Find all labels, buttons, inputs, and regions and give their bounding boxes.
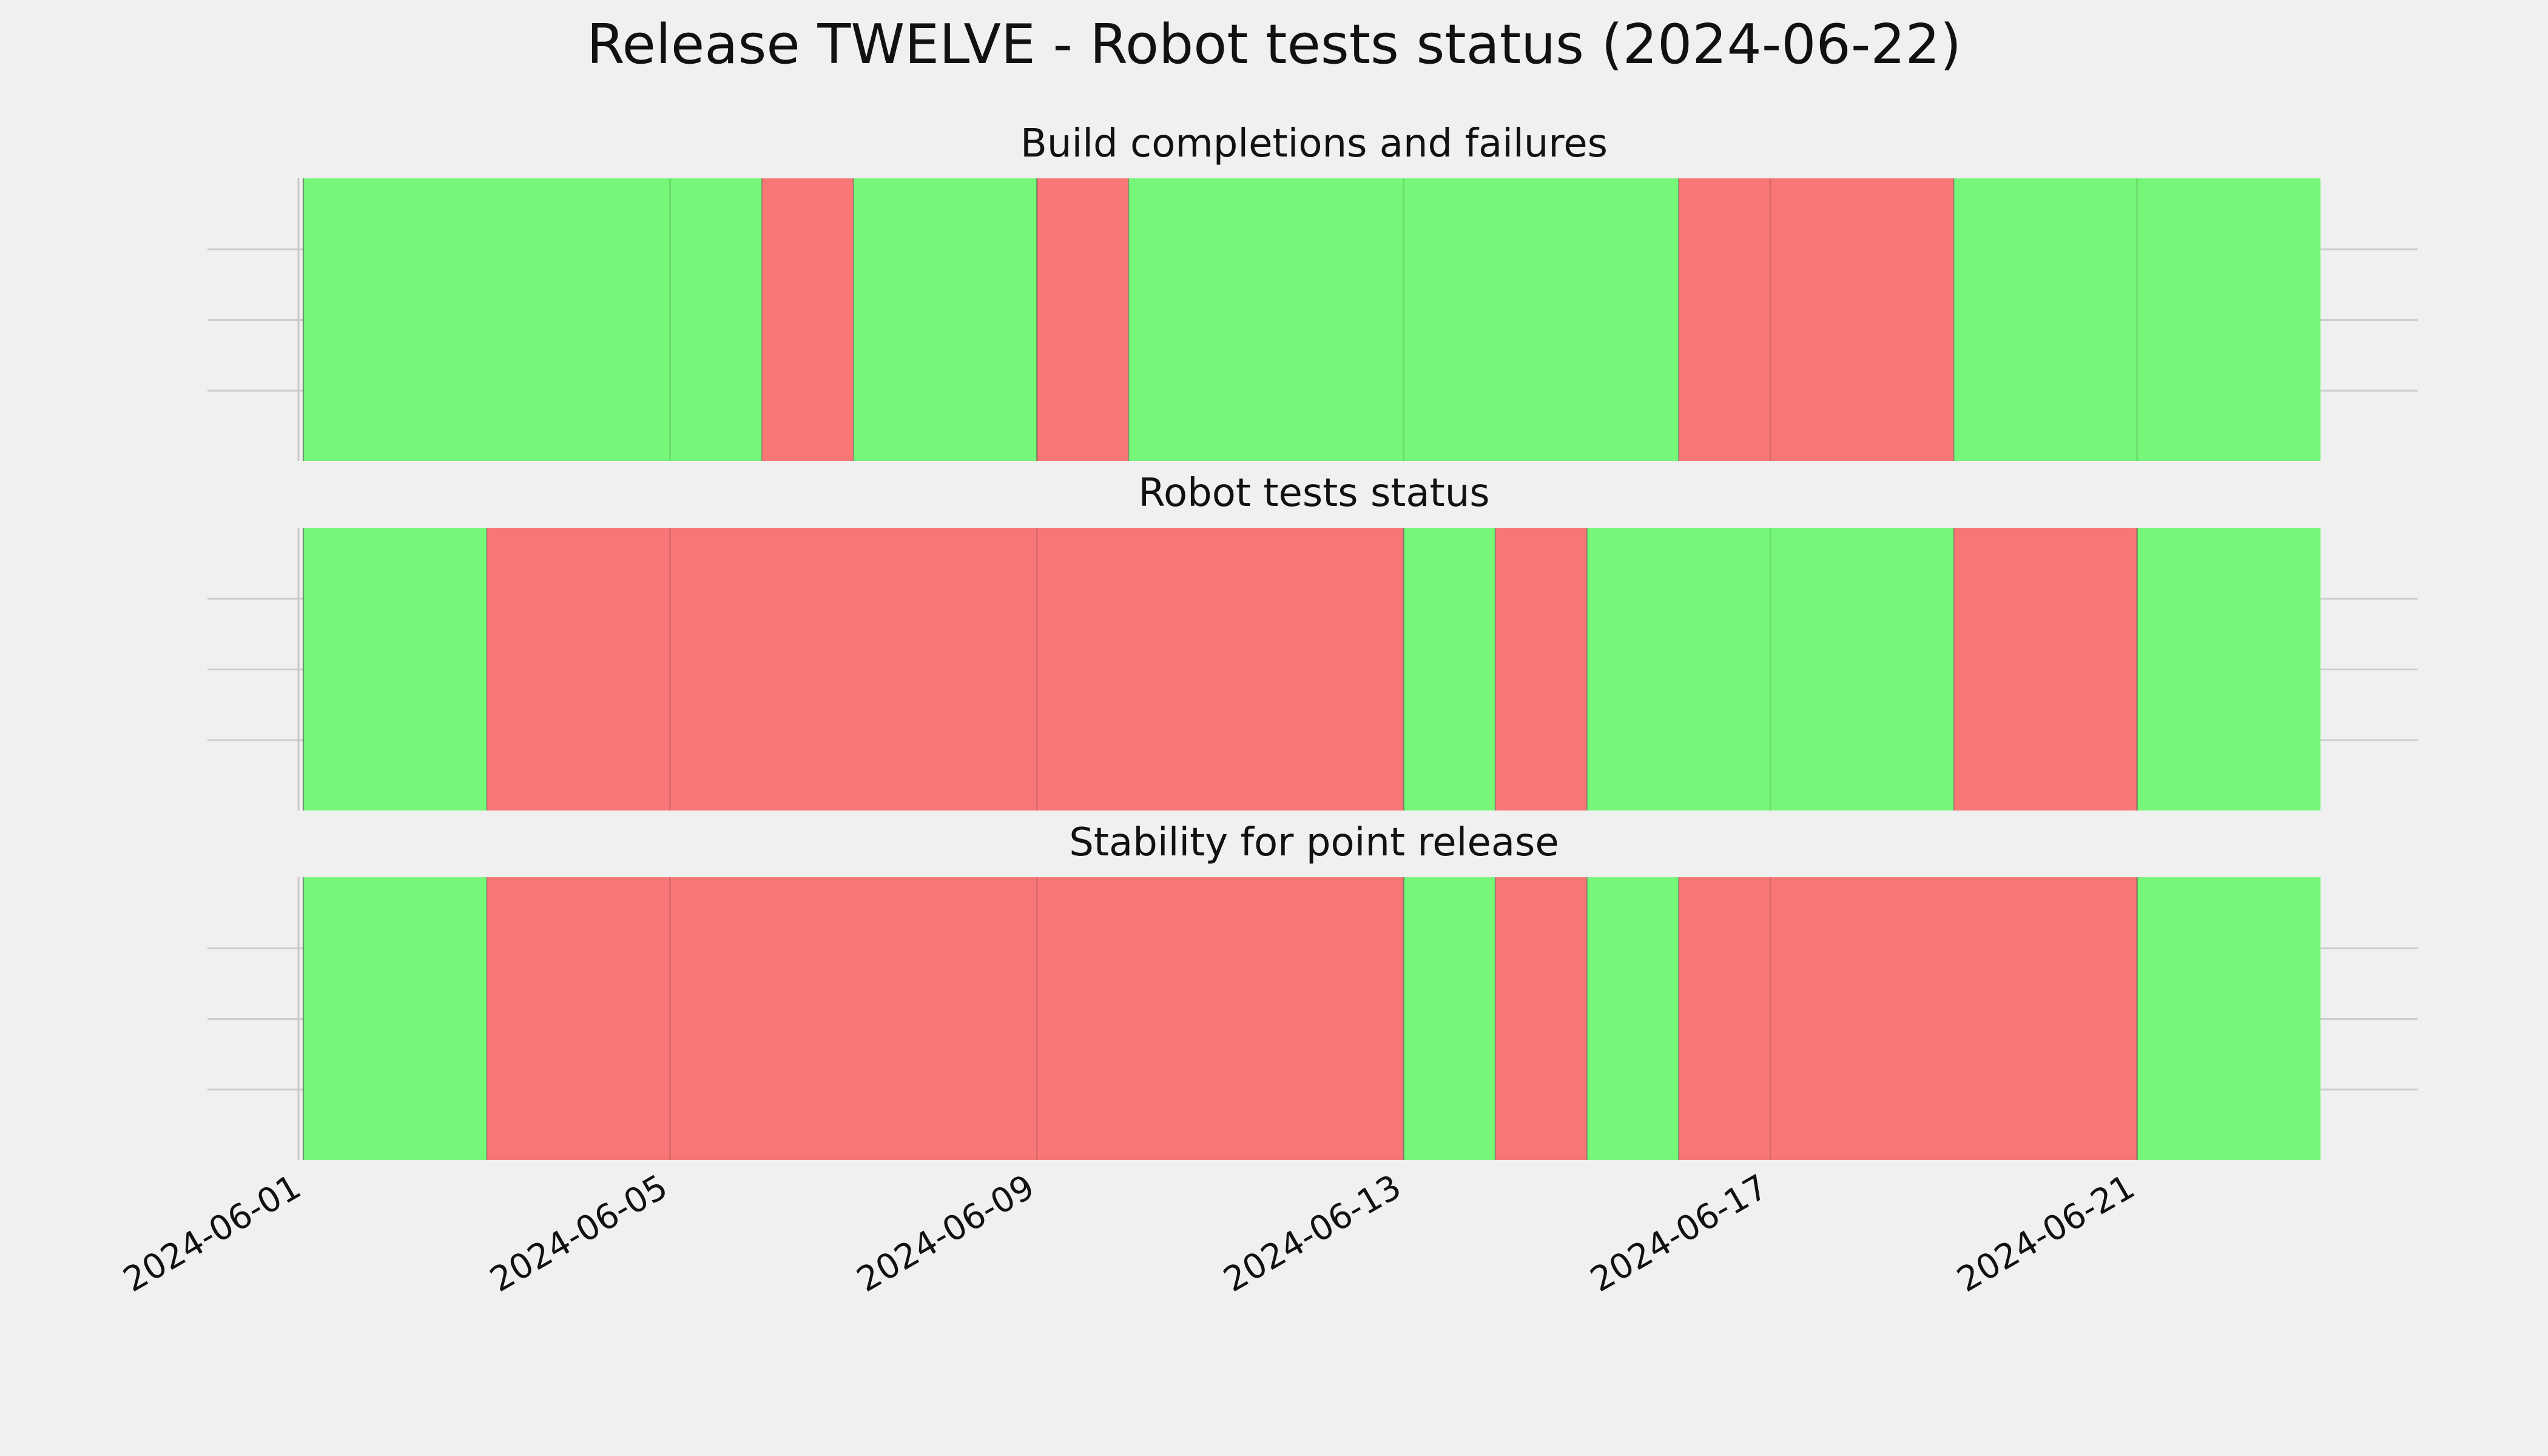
status-segment-fail <box>1495 528 1587 811</box>
status-segment-fail <box>1495 877 1587 1160</box>
status-segment-pass <box>303 528 487 811</box>
panel-1: Build completions and failures <box>207 121 2418 461</box>
chart-title: Release TWELVE - Robot tests status (202… <box>587 13 1961 76</box>
status-segment-pass <box>303 877 487 1160</box>
status-segment-fail <box>1679 178 1954 461</box>
status-segment-pass <box>2137 877 2320 1160</box>
status-segment-pass <box>1953 178 2320 461</box>
status-segment-pass <box>853 178 1037 461</box>
x-axis-ticks: 2024-06-01 2024-06-05 2024-06-09 2024-06-13… <box>117 1167 2142 1300</box>
panel-title: Build completions and failures <box>1020 121 1608 166</box>
status-segment-pass <box>1403 528 1495 811</box>
status-segment-pass <box>1403 877 1495 1160</box>
status-segment-pass <box>1586 528 1954 811</box>
panel-3: Stability for point release <box>207 820 2418 1160</box>
x-tick-label: 2024-06-05 <box>484 1167 674 1300</box>
panel-title: Stability for point release <box>1069 820 1559 865</box>
panel-title: Robot tests status <box>1138 471 1489 516</box>
panel-2: Robot tests status <box>207 471 2418 811</box>
x-tick-label: 2024-06-21 <box>1950 1167 2141 1300</box>
x-tick-label: 2024-06-17 <box>1584 1167 1774 1300</box>
status-segment-fail <box>1037 178 1129 461</box>
status-segment-pass <box>2137 528 2320 811</box>
panels-group: Build completions and failures Robot test… <box>207 121 2418 1160</box>
status-segment-pass <box>303 178 762 461</box>
status-segment-fail <box>1679 877 2137 1160</box>
status-segment-pass <box>1586 877 1679 1160</box>
x-tick-label: 2024-06-13 <box>1217 1167 1407 1300</box>
status-segment-fail <box>1953 528 2137 811</box>
status-segment-pass <box>1128 178 1679 461</box>
status-segment-fail <box>487 528 1404 811</box>
x-tick-label: 2024-06-01 <box>117 1167 308 1300</box>
status-segment-fail <box>487 877 1404 1160</box>
x-tick-label: 2024-06-09 <box>851 1167 1041 1300</box>
status-segment-fail <box>761 178 854 461</box>
